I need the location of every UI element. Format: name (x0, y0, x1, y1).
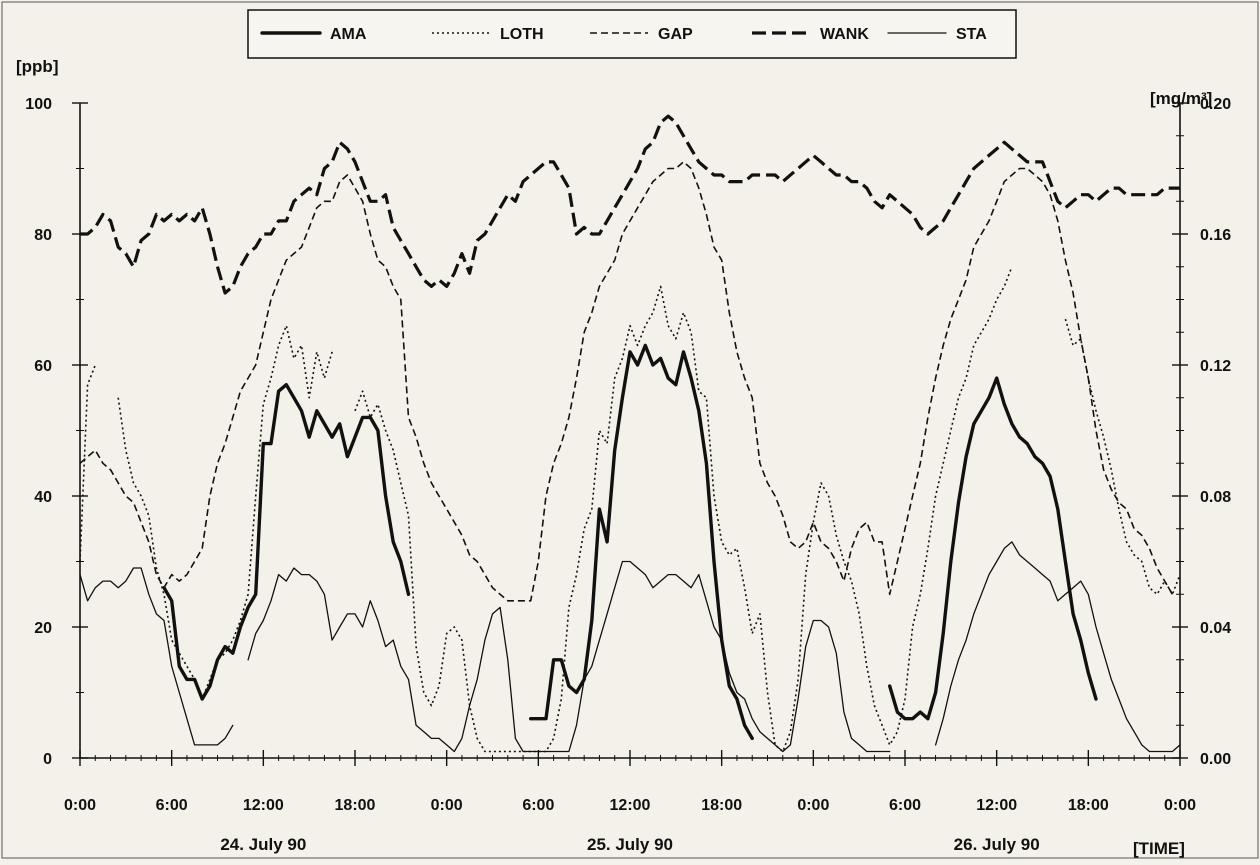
x-tick-label: 12:00 (610, 797, 651, 814)
x-tick-label: 6:00 (522, 797, 554, 814)
y-tick-label-left: 20 (34, 620, 52, 637)
legend-label-loth: LOTH (500, 26, 544, 43)
series-line-gap (79, 161, 1174, 602)
x-axis-label: [TIME] (1133, 839, 1185, 858)
legend-label-gap: GAP (658, 26, 693, 43)
x-tick-label: 12:00 (243, 797, 284, 814)
y-tick-label-right: 0.16 (1200, 227, 1231, 244)
y-tick-label-right: 0.00 (1200, 751, 1231, 768)
y-tick-label-left: 100 (25, 96, 52, 113)
series-line-loth (1064, 318, 1181, 596)
y-axis-label-right: [mg/m³] (1150, 89, 1212, 108)
series-line-loth (117, 324, 333, 700)
series-gap (79, 161, 1174, 602)
series-line-loth (79, 364, 97, 562)
series-layer (79, 114, 1181, 753)
legend-box (247, 9, 1017, 59)
series-line-sta (79, 567, 234, 746)
y-tick-label-left: 80 (34, 227, 52, 244)
series-line-ama (888, 376, 1098, 721)
series-sta (79, 541, 1181, 753)
legend-label-sta: STA (956, 26, 987, 43)
y-tick-label-right: 0.12 (1200, 358, 1231, 375)
y-tick-label-right: 0.04 (1200, 620, 1231, 637)
x-tick-label: 6:00 (156, 797, 188, 814)
ticks: 0 20 40 60 80 100 0.00 0.04 0.08 0.12 0.16 0.20 0:00… (25, 96, 1231, 854)
series-line-wank (80, 114, 1180, 295)
y-axis-label-left: [ppb] (16, 57, 58, 76)
series-line-sta (247, 560, 891, 753)
x-tick-label: 18:00 (1068, 797, 1109, 814)
y-tick-label-right: 0.08 (1200, 489, 1231, 506)
series-line-ama (529, 343, 754, 741)
x-tick-label: 12:00 (976, 797, 1017, 814)
series-loth (79, 266, 1181, 753)
x-tick-label: 0:00 (431, 797, 463, 814)
legend-label-ama: AMA (330, 26, 367, 43)
series-line-loth (354, 266, 1013, 753)
series-line-ama (162, 383, 411, 701)
y-tick-label-left: 40 (34, 489, 52, 506)
legend: AMA LOTH GAP WANK STA (247, 9, 1017, 59)
series-ama (162, 343, 1098, 741)
x-tick-label: 0:00 (797, 797, 829, 814)
day-label: 26. July 90 (954, 835, 1040, 854)
day-label: 25. July 90 (587, 835, 673, 854)
legend-label-wank: WANK (820, 26, 869, 43)
y-tick-label-right: 0.20 (1200, 96, 1231, 113)
x-tick-label: 18:00 (701, 797, 742, 814)
day-label: 24. July 90 (220, 835, 306, 854)
series-wank (80, 114, 1180, 295)
y-tick-label-left: 0 (43, 751, 52, 768)
x-tick-label: 0:00 (1164, 797, 1196, 814)
series-line-sta (934, 541, 1181, 753)
y-tick-label-left: 60 (34, 358, 52, 375)
x-tick-label: 0:00 (64, 797, 96, 814)
x-tick-label: 18:00 (335, 797, 376, 814)
x-tick-label: 6:00 (889, 797, 921, 814)
